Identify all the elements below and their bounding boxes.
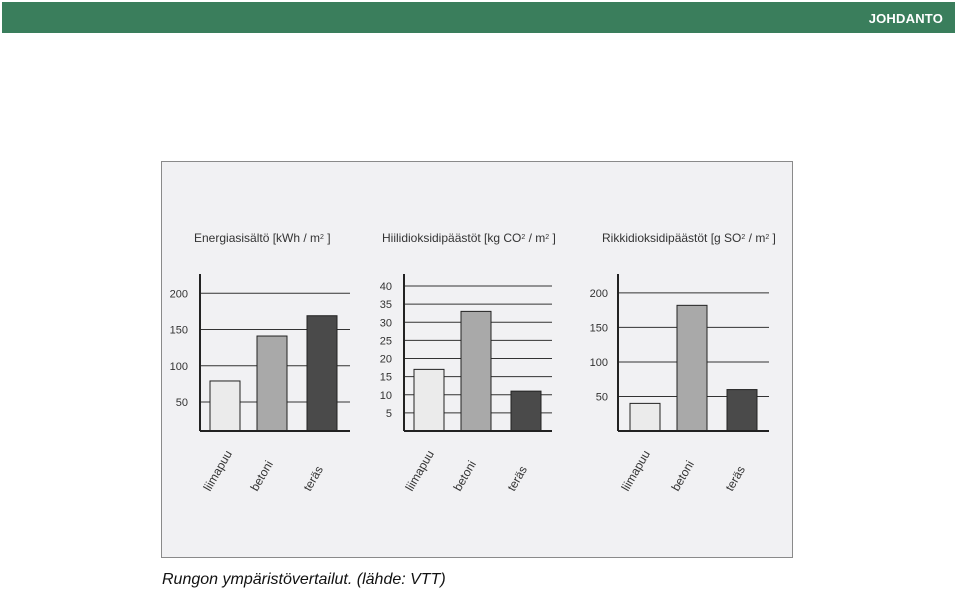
tick-label: 200 xyxy=(590,288,608,300)
tick-label: 200 xyxy=(170,288,188,300)
tick-label: 50 xyxy=(176,397,188,409)
bar-betoni xyxy=(676,304,708,432)
category-label: liimapuu xyxy=(402,448,436,494)
figure-panel: Energiasisältö [kWh / m2 ] 50 100 150 200 lii… xyxy=(161,161,793,558)
title-superscript: 2 xyxy=(320,234,324,241)
chart-title: Rikkidioksidipäästöt [g SO2 / m2 ] xyxy=(602,231,776,245)
bar-betoni xyxy=(460,310,492,432)
tick-label: 100 xyxy=(170,361,188,373)
chart-title: Energiasisältö [kWh / m2 ] xyxy=(194,231,331,245)
bar-liimapuu xyxy=(209,380,241,432)
tick-label: 5 xyxy=(386,408,392,420)
tick-label: 150 xyxy=(590,322,608,334)
tick-label: 50 xyxy=(596,391,608,403)
category-label: betoni xyxy=(450,458,478,493)
tick-label: 10 xyxy=(380,390,392,402)
chart-2: Hiilidioksidipäästöt [kg CO2 / m2 ]51015… xyxy=(380,231,556,494)
tick-label: 20 xyxy=(380,354,392,366)
bar-betoni xyxy=(256,335,288,432)
title-superscript: 2 xyxy=(521,234,525,241)
title-superscript: 2 xyxy=(545,234,549,241)
tick-label: 25 xyxy=(380,335,392,347)
chart-3: Rikkidioksidipäästöt [g SO2 / m2 ]501001… xyxy=(590,231,776,494)
tick-label: 35 xyxy=(380,299,392,311)
category-label: teräs xyxy=(722,463,747,493)
title-text: / m xyxy=(525,231,545,245)
category-label: teräs xyxy=(300,463,325,493)
bar-teräs xyxy=(726,389,758,432)
category-label: betoni xyxy=(668,458,696,493)
section-label: JOHDANTO xyxy=(868,11,943,26)
tick-label: 150 xyxy=(170,325,188,337)
category-label: betoni xyxy=(247,458,275,493)
bar-liimapuu xyxy=(413,368,445,432)
bar-teräs xyxy=(306,315,338,432)
title-superscript: 2 xyxy=(741,234,745,241)
tick-label: 15 xyxy=(380,372,392,384)
charts-svg: Energiasisältö [kWh / m2 ]50100150200lii… xyxy=(170,231,776,494)
title-text: Rikkidioksidipäästöt [g SO xyxy=(602,231,741,245)
bar-teräs xyxy=(510,390,542,432)
bar-liimapuu xyxy=(629,402,661,432)
tick-label: 40 xyxy=(380,281,392,293)
title-text: ] xyxy=(769,231,776,245)
chart-1: Energiasisältö [kWh / m2 ] 50 100 150 200 lii… xyxy=(170,231,350,494)
chart-title: Hiilidioksidipäästöt [kg CO2 / m2 ] xyxy=(382,231,556,245)
title-superscript: 2 xyxy=(765,234,769,241)
header-band: JOHDANTO xyxy=(2,2,955,33)
title-text: ] xyxy=(549,231,556,245)
figure-caption: Rungon ympäristövertailut. (lähde: VTT) xyxy=(162,571,446,588)
title-text: Energiasisältö [kWh / m xyxy=(194,231,320,245)
category-label: teräs xyxy=(504,463,529,493)
title-text: / m xyxy=(745,231,765,245)
tick-label: 30 xyxy=(380,317,392,329)
title-text: Hiilidioksidipäästöt [kg CO xyxy=(382,231,521,245)
tick-label: 100 xyxy=(590,357,608,369)
category-label: liimapuu xyxy=(200,448,234,494)
category-label: liimapuu xyxy=(618,448,652,494)
title-text: ] xyxy=(324,231,331,245)
